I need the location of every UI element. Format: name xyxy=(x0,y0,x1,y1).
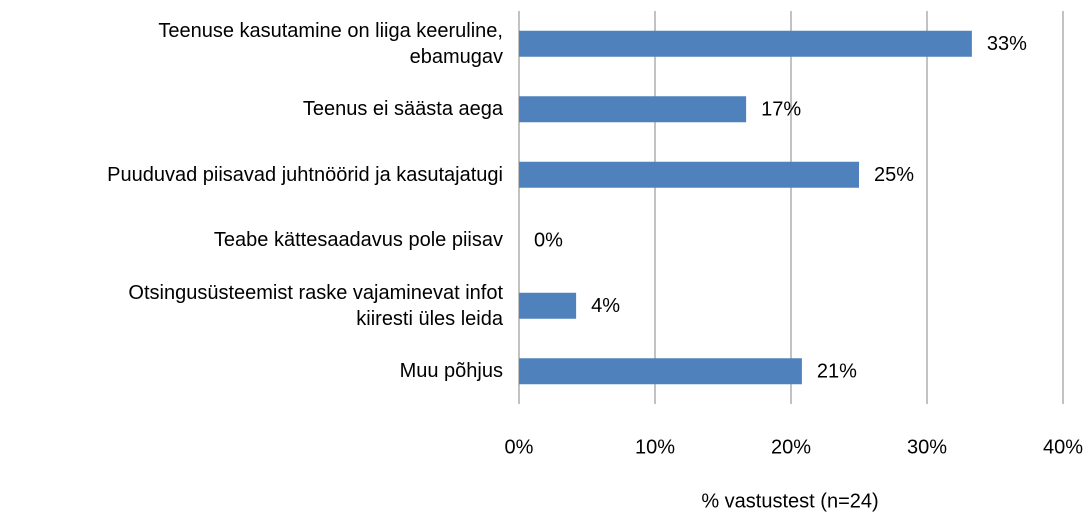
bar xyxy=(519,292,577,319)
bar xyxy=(519,30,972,57)
category-label: Teenuse kasutamine on liiga keeruline, e… xyxy=(158,19,503,68)
category-label: Otsingusüsteemist raske vajaminevat info… xyxy=(128,281,503,330)
bar xyxy=(519,358,802,385)
x-tick-label: 10% xyxy=(635,436,675,458)
x-tick-label: 20% xyxy=(771,436,811,458)
category-label: Teenus ei säästa aega xyxy=(302,98,503,121)
data-label: 33% xyxy=(987,33,1027,55)
x-tick-label: 40% xyxy=(1043,436,1083,458)
category-label: Muu põhjus xyxy=(399,360,503,383)
bar xyxy=(519,161,859,188)
x-tick-label: 0% xyxy=(505,436,534,458)
x-tick-label: 30% xyxy=(907,436,947,458)
data-label: 21% xyxy=(817,361,857,383)
data-label: 17% xyxy=(761,99,801,121)
category-label: Puuduvad piisavad juhtnöörid ja kasutaja… xyxy=(107,163,503,186)
bar xyxy=(519,96,747,123)
data-label: 4% xyxy=(591,295,620,317)
data-label: 0% xyxy=(534,230,563,252)
data-label: 25% xyxy=(874,164,914,186)
category-label: Teabe kättesaadavus pole piisav xyxy=(213,229,503,252)
x-axis-title: % vastustest (n=24) xyxy=(701,490,878,512)
